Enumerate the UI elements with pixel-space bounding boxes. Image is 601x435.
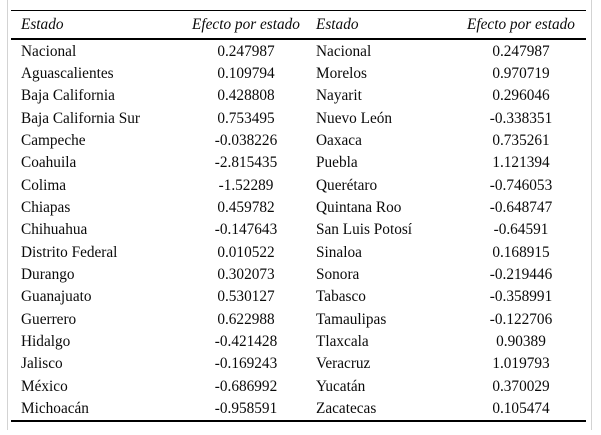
estado-cell-right: Sinaloa — [316, 243, 362, 261]
table-row: Chiapas 0.459782 Quintana Roo -0.648747 — [11, 196, 586, 218]
efecto-cell-right: 1.019793 — [492, 355, 550, 373]
efecto-cell-left: -0.169243 — [214, 355, 278, 373]
efecto-cell-right: -0.219446 — [489, 265, 553, 283]
efecto-cell-right: -0.746053 — [489, 176, 553, 194]
estado-cell-left: Campeche — [21, 131, 86, 149]
table-row: Jalisco -0.169243 Veracruz 1.019793 — [11, 353, 586, 375]
table-row: Baja California Sur 0.753495 Nuevo León -0.… — [11, 107, 586, 129]
efecto-cell-left: -0.421428 — [214, 332, 278, 350]
estado-cell-right: San Luis Potosí — [316, 221, 413, 239]
table-row: Distrito Federal 0.010522 Sinaloa 0.168915 — [11, 241, 586, 263]
efecto-cell-left: 0.109794 — [217, 64, 275, 82]
header-efecto-left: Efecto por estado — [192, 15, 300, 33]
header-estado-left: Estado — [21, 15, 64, 33]
efecto-cell-right: 0.90389 — [496, 332, 546, 350]
header-efecto-right: Efecto por estado — [467, 15, 575, 33]
table-row: México -0.686992 Yucatán 0.370029 — [11, 375, 586, 397]
efecto-cell-left: 0.247987 — [217, 42, 275, 60]
table-row: Nacional 0.247987 Nacional 0.247987 — [11, 40, 586, 62]
efecto-cell-right: 0.370029 — [492, 377, 550, 395]
estado-cell-right: Puebla — [316, 154, 358, 172]
estado-cell-right: Nacional — [316, 42, 372, 60]
estado-cell-right: Veracruz — [316, 355, 371, 373]
header-estado-right: Estado — [316, 15, 359, 33]
estado-cell-right: Nayarit — [316, 87, 362, 105]
efecto-cell-left: -0.038226 — [214, 131, 278, 149]
estado-cell-left: Baja California — [21, 87, 115, 105]
table-row: Guerrero 0.622988 Tamaulipas -0.122706 — [11, 308, 586, 330]
estado-cell-left: México — [21, 377, 68, 395]
estado-cell-left: Colima — [21, 176, 67, 194]
estado-cell-left: Hidalgo — [21, 332, 71, 350]
estado-cell-left: Distrito Federal — [21, 243, 118, 261]
efecto-cell-right: 0.296046 — [492, 87, 550, 105]
estado-cell-left: Guerrero — [21, 310, 77, 328]
estado-cell-right: Tabasco — [316, 288, 366, 306]
estado-cell-right: Querétaro — [316, 176, 378, 194]
efecto-cell-left: -2.815435 — [214, 154, 278, 172]
efecto-cell-left: 0.622988 — [217, 310, 275, 328]
estado-cell-right: Sonora — [316, 265, 360, 283]
efecto-cell-right: -0.648747 — [489, 198, 553, 216]
efecto-cell-left: 0.428808 — [217, 87, 275, 105]
efecto-cell-right: 0.735261 — [492, 131, 550, 149]
efecto-cell-right: -0.64591 — [493, 221, 549, 239]
estado-cell-left: Jalisco — [21, 355, 63, 373]
estado-cell-right: Tlaxcala — [316, 332, 369, 350]
estado-cell-left: Baja California Sur — [21, 109, 140, 127]
efecto-cell-left: 0.530127 — [217, 288, 275, 306]
table-row: Aguascalientes 0.109794 Morelos 0.970719 — [11, 62, 586, 84]
estado-cell-right: Oaxaca — [316, 131, 362, 149]
efecto-cell-left: -0.147643 — [214, 221, 278, 239]
estado-cell-right: Tamaulipas — [316, 310, 387, 328]
estado-cell-left: Michoacán — [21, 400, 89, 418]
estado-cell-left: Guanajuato — [21, 288, 92, 306]
efecto-cell-right: 0.247987 — [492, 42, 550, 60]
estado-cell-left: Aguascalientes — [21, 64, 114, 82]
table-row: Guanajuato 0.530127 Tabasco -0.358991 — [11, 286, 586, 308]
estado-cell-right: Yucatán — [316, 377, 366, 395]
efecto-cell-right: 0.970719 — [492, 64, 550, 82]
efecto-cell-right: -0.358991 — [489, 288, 553, 306]
efecto-cell-right: -0.122706 — [489, 310, 553, 328]
efecto-cell-right: 0.105474 — [492, 400, 550, 418]
estado-cell-left: Chiapas — [21, 198, 71, 216]
efecto-cell-left: -0.958591 — [214, 400, 278, 418]
table-body: Nacional 0.247987 Nacional 0.247987 Aguascal… — [11, 40, 586, 422]
efecto-cell-right: 0.168915 — [492, 243, 550, 261]
efecto-cell-left: 0.753495 — [217, 109, 275, 127]
table-row: Chihuahua -0.147643 San Luis Potosí -0.6459… — [11, 219, 586, 241]
estado-cell-left: Chihuahua — [21, 221, 88, 239]
efecto-cell-left: -0.686992 — [214, 377, 278, 395]
screenshot-frame: Estado Efecto por estado Estado Efecto p… — [7, 0, 592, 430]
estado-cell-right: Nuevo León — [316, 109, 393, 127]
efecto-cell-left: 0.459782 — [217, 198, 275, 216]
table-row: Michoacán -0.958591 Zacatecas 0.105474 — [11, 398, 586, 420]
estado-cell-right: Zacatecas — [316, 400, 377, 418]
efecto-cell-right: 1.121394 — [492, 154, 550, 172]
table-row: Durango 0.302073 Sonora -0.219446 — [11, 263, 586, 285]
table-row: Coahuila -2.815435 Puebla 1.121394 — [11, 152, 586, 174]
estado-cell-left: Durango — [21, 265, 75, 283]
table-header-row: Estado Efecto por estado Estado Efecto p… — [11, 10, 586, 40]
estado-cell-right: Morelos — [316, 64, 367, 82]
estado-cell-right: Quintana Roo — [316, 198, 402, 216]
table-row: Baja California 0.428808 Nayarit 0.296046 — [11, 85, 586, 107]
table-row: Hidalgo -0.421428 Tlaxcala 0.90389 — [11, 330, 586, 352]
efecto-cell-left: -1.52289 — [218, 176, 274, 194]
table-row: Colima -1.52289 Querétaro -0.746053 — [11, 174, 586, 196]
efecto-cell-left: 0.302073 — [217, 265, 275, 283]
state-effects-table: Estado Efecto por estado Estado Efecto p… — [11, 10, 586, 422]
table-row: Campeche -0.038226 Oaxaca 0.735261 — [11, 129, 586, 151]
efecto-cell-right: -0.338351 — [489, 109, 553, 127]
estado-cell-left: Coahuila — [21, 154, 77, 172]
efecto-cell-left: 0.010522 — [217, 243, 275, 261]
estado-cell-left: Nacional — [21, 42, 77, 60]
